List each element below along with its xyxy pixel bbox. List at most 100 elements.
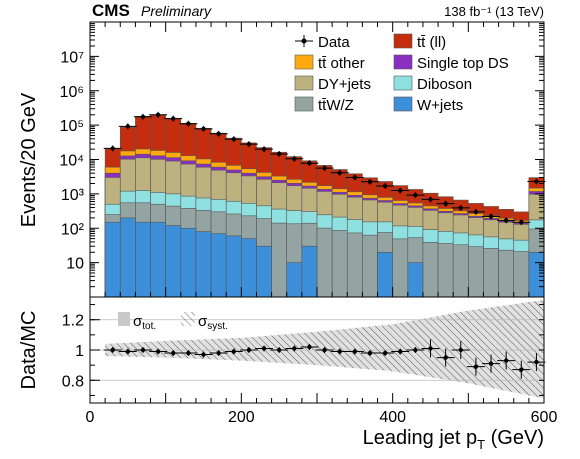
stack-bar-0-18	[377, 251, 393, 298]
data-point-14	[322, 165, 327, 171]
ratio-point-0	[110, 347, 115, 353]
legend-label-0: Data	[318, 34, 350, 51]
sigma-tot-symbol: σ	[133, 313, 143, 330]
data-point-24	[473, 209, 479, 215]
data-point-6	[201, 126, 206, 132]
stack-bar-0-1	[119, 217, 136, 298]
main-plot-ticks: 10 10² 10³ 10⁴ 10⁵ 10⁶ 10⁷	[59, 22, 545, 298]
data-point-3	[155, 112, 161, 117]
legend-swatch-6	[294, 96, 314, 112]
data-point-4	[171, 116, 176, 121]
sigma-syst-subscript: syst.	[207, 321, 228, 332]
data-point-1	[125, 124, 131, 129]
legend-label-6: tt̄W/Z	[318, 97, 354, 114]
x-tick-label-3: 600	[531, 409, 558, 426]
data-point-16	[352, 175, 358, 180]
legend-label-4: DY+jets	[318, 76, 371, 93]
data-point-9	[246, 141, 252, 147]
legend-swatch-sigma-tot	[118, 312, 130, 326]
data-point-0	[110, 146, 115, 151]
data-point-15	[337, 170, 342, 176]
stack-bar-0-13	[301, 245, 318, 298]
data-point-25	[488, 214, 494, 219]
main-ytick-label-2: 10³	[61, 187, 85, 204]
ratio-point-17	[367, 350, 373, 356]
main-ytick-label-3: 10⁴	[59, 153, 84, 170]
ratio-point-3	[155, 349, 161, 354]
legend-swatch-sigma-syst	[181, 312, 195, 326]
x-tick-label-0: 0	[86, 409, 95, 426]
stack-bar-1-15	[331, 230, 348, 298]
data-point-10	[261, 146, 267, 152]
legend-label-1: tt̄ (ll)	[417, 34, 446, 51]
ratio-point-23	[458, 347, 463, 353]
legend: Data tt̄ (ll) tt̄ other Single top DS DY+jet…	[294, 33, 509, 114]
stack-bar-0-0	[104, 221, 121, 298]
data-point-28	[534, 179, 539, 184]
data-point-26	[503, 218, 509, 223]
data-point-2	[140, 114, 146, 119]
ratio-point-27	[519, 367, 524, 372]
stack-bar-0-20	[407, 262, 424, 298]
ratio-point-28	[534, 359, 539, 365]
ratio-ticks: 0.8 1 1.2 0 200 400 600	[62, 304, 558, 426]
legend-swatch-3	[393, 54, 413, 70]
stack-bar-1-27	[513, 251, 530, 298]
ratio-ytick-label-0: 0.8	[62, 373, 84, 390]
ratio-point-20	[413, 347, 418, 353]
stack-bar-0-2	[135, 221, 151, 298]
data-point-8	[231, 136, 236, 142]
stack-bar-1-19	[392, 238, 409, 298]
ratio-point-19	[398, 349, 403, 354]
x-axis-label: Leading jet pT (GeV)	[363, 427, 544, 452]
ratio-point-18	[382, 350, 388, 356]
x-axis-label-text: Leading jet p	[363, 427, 478, 449]
data-point-20	[413, 192, 418, 198]
legend-label-sigma-tot: σtot.	[133, 313, 156, 332]
ratio-y-axis-label: Data/MC	[18, 311, 40, 390]
main-y-axis-label: Events/20 GeV	[18, 92, 40, 227]
stack-bar-0-3	[150, 221, 166, 298]
data-point-12	[292, 156, 297, 161]
data-point-23	[458, 205, 463, 211]
ratio-point-11	[276, 347, 282, 353]
stack-bar-1-11	[271, 222, 288, 298]
ratio-point-16	[352, 349, 358, 354]
ratio-points	[103, 339, 546, 379]
ratio-point-22	[443, 355, 448, 360]
main-plot-data	[103, 111, 546, 226]
ratio-point-2	[140, 347, 146, 353]
stack-bar-0-4	[165, 225, 182, 298]
luminosity-label: 138 fb⁻¹ (13 TeV)	[444, 4, 544, 19]
stack-bar-0-12	[286, 262, 303, 298]
ratio-point-9	[246, 347, 252, 353]
stack-bar-1-14	[316, 227, 333, 298]
data-point-7	[216, 131, 221, 136]
main-ytick-label-4: 10⁵	[60, 118, 84, 135]
data-point-22	[443, 201, 448, 206]
x-axis-label-unit: (GeV)	[485, 427, 544, 449]
ratio-point-7	[216, 350, 221, 356]
legend-label-5: Diboson	[417, 76, 472, 93]
stack-bar-1-16	[346, 232, 363, 298]
preliminary-label: Preliminary	[141, 3, 212, 19]
legend-swatch-5	[393, 75, 413, 91]
data-point-21	[428, 197, 433, 202]
stack-bar-1-17	[362, 234, 378, 298]
ratio-point-4	[171, 350, 176, 356]
ratio-legend: σtot. σ syst.	[118, 312, 228, 332]
ratio-point-21	[428, 346, 433, 351]
stack-bar-0-5	[180, 227, 197, 298]
data-point-17	[367, 179, 373, 184]
legend-label-3: Single top DS	[417, 55, 509, 72]
data-point-5	[186, 121, 191, 126]
cms-label: CMS	[92, 1, 130, 20]
ratio-point-15	[337, 349, 342, 354]
ratio-plot-frame	[89, 296, 545, 404]
sigma-tot-subscript: tot.	[142, 321, 156, 332]
legend-label-2: tt̄ other	[318, 55, 365, 72]
data-point-27	[519, 219, 524, 225]
ratio-point-24	[473, 364, 479, 369]
main-ytick-label-1: 10²	[61, 221, 85, 238]
